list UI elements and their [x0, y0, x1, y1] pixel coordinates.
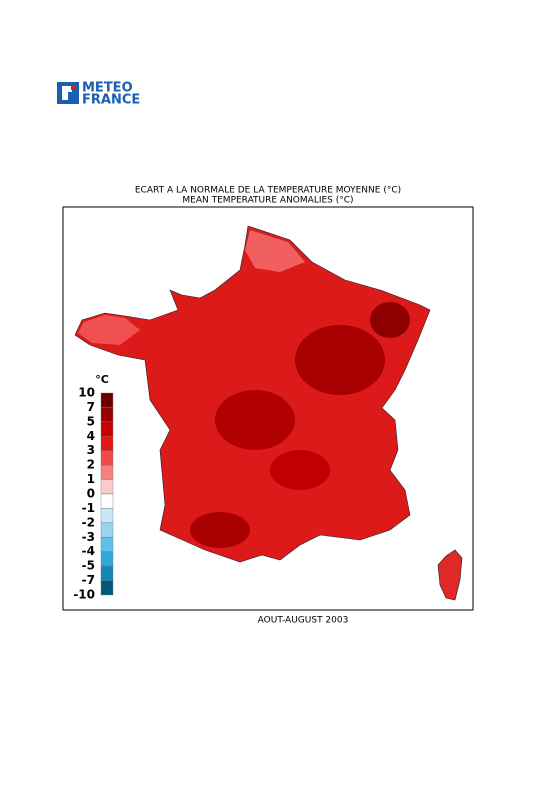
map-subtitle: MEAN TEMPERATURE ANOMALIES (°C) [182, 196, 353, 206]
legend-swatch [100, 537, 114, 552]
legend-tick-label: -5 [82, 559, 95, 573]
france-map [74, 225, 463, 601]
logo-text: METEO [82, 81, 133, 96]
legend-tick-label: 10 [78, 386, 95, 400]
legend-swatch [100, 479, 114, 495]
legend-swatch [100, 450, 114, 466]
legend-tick-label: 4 [87, 429, 95, 443]
legend-tick-label: -1 [82, 501, 95, 515]
hot-zone [215, 390, 295, 450]
legend-tick-label: -2 [82, 515, 95, 529]
legend-tick-label: -4 [82, 544, 95, 558]
logo-icon-shape [62, 86, 72, 100]
legend-tick-label: 5 [87, 414, 95, 428]
corsica [437, 549, 463, 601]
hot-zone [190, 512, 250, 548]
legend-tick-label: 2 [87, 458, 95, 472]
north-zone [245, 230, 305, 272]
legend-tick-label: -3 [82, 530, 95, 544]
map-frame [62, 206, 474, 611]
legend-tick-label: 7 [87, 400, 95, 414]
legend-swatch [100, 551, 114, 567]
legend-swatch [100, 508, 114, 524]
brittany-zone [78, 315, 140, 345]
legend-tick-label: 0 [87, 487, 95, 501]
hot-zone [370, 302, 410, 338]
legend-swatch [100, 493, 114, 509]
legend-tick-label: 3 [87, 443, 95, 457]
logo-icon-dot [71, 85, 76, 90]
map-caption: AOUT-AUGUST 2003 [258, 616, 349, 626]
legend-swatch [100, 436, 114, 451]
legend-swatch [100, 421, 114, 437]
legend-swatch [100, 522, 114, 538]
map-title: ECART A LA NORMALE DE LA TEMPERATURE MOY… [135, 186, 401, 196]
hot-zone [295, 325, 385, 395]
legend-tick-label: 1 [87, 472, 95, 486]
hot-zone [270, 450, 330, 490]
legend-swatch [100, 565, 114, 581]
logo-text: FRANCE [82, 93, 140, 108]
legend-tick-label: -10 [73, 588, 95, 602]
legend-swatch [100, 407, 114, 423]
legend-swatch [100, 580, 114, 596]
legend-unit: °C [95, 373, 109, 386]
legend-swatch [100, 392, 114, 408]
legend-swatch [100, 464, 114, 480]
legend-tick-label: -7 [82, 573, 95, 587]
logo: METEO FRANCE [57, 81, 140, 108]
